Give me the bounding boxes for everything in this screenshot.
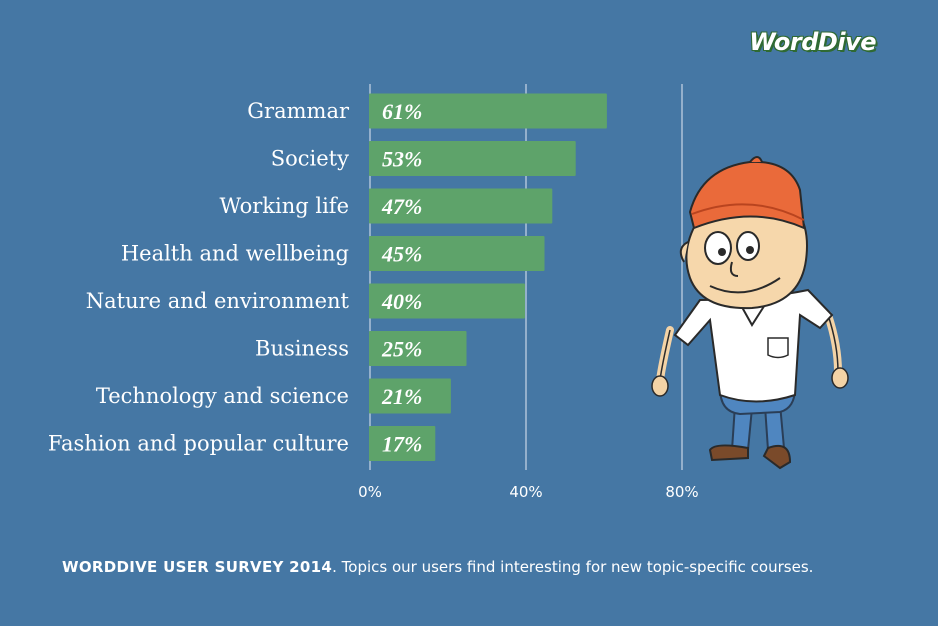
value-label: 61% [382,99,422,124]
caption-title: WORDDIVE USER SURVEY 2014 [62,558,333,576]
bar [369,426,436,461]
bar [369,141,576,176]
category-label: Society [271,147,349,171]
bar [369,236,545,271]
bar [369,378,451,414]
bar [369,331,467,366]
bar [369,188,553,224]
bar [369,283,525,319]
category-label: Working life [219,194,349,218]
value-label: 47% [381,194,422,219]
value-label: 45% [381,242,422,267]
category-label: Nature and environment [86,289,350,313]
worddive-logo: WordDive [749,28,876,56]
x-tick-label: 80% [665,483,698,501]
bar [369,93,607,129]
mascot-illustration [651,156,849,470]
chart-caption: WORDDIVE USER SURVEY 2014. Topics our us… [62,558,813,576]
value-label: 21% [381,384,422,409]
x-tick-label: 40% [509,483,542,501]
value-label: 40% [381,289,422,314]
value-label: 25% [381,337,422,362]
category-label: Health and wellbeing [121,242,349,266]
category-label: Business [255,337,349,361]
category-label: Grammar [247,99,350,123]
x-tick-label: 0% [358,483,382,501]
category-label: Technology and science [96,384,349,408]
caption-text: . Topics our users find interesting for … [332,558,814,576]
category-label: Fashion and popular culture [48,432,349,456]
value-label: 53% [382,147,422,172]
value-label: 17% [382,432,422,457]
